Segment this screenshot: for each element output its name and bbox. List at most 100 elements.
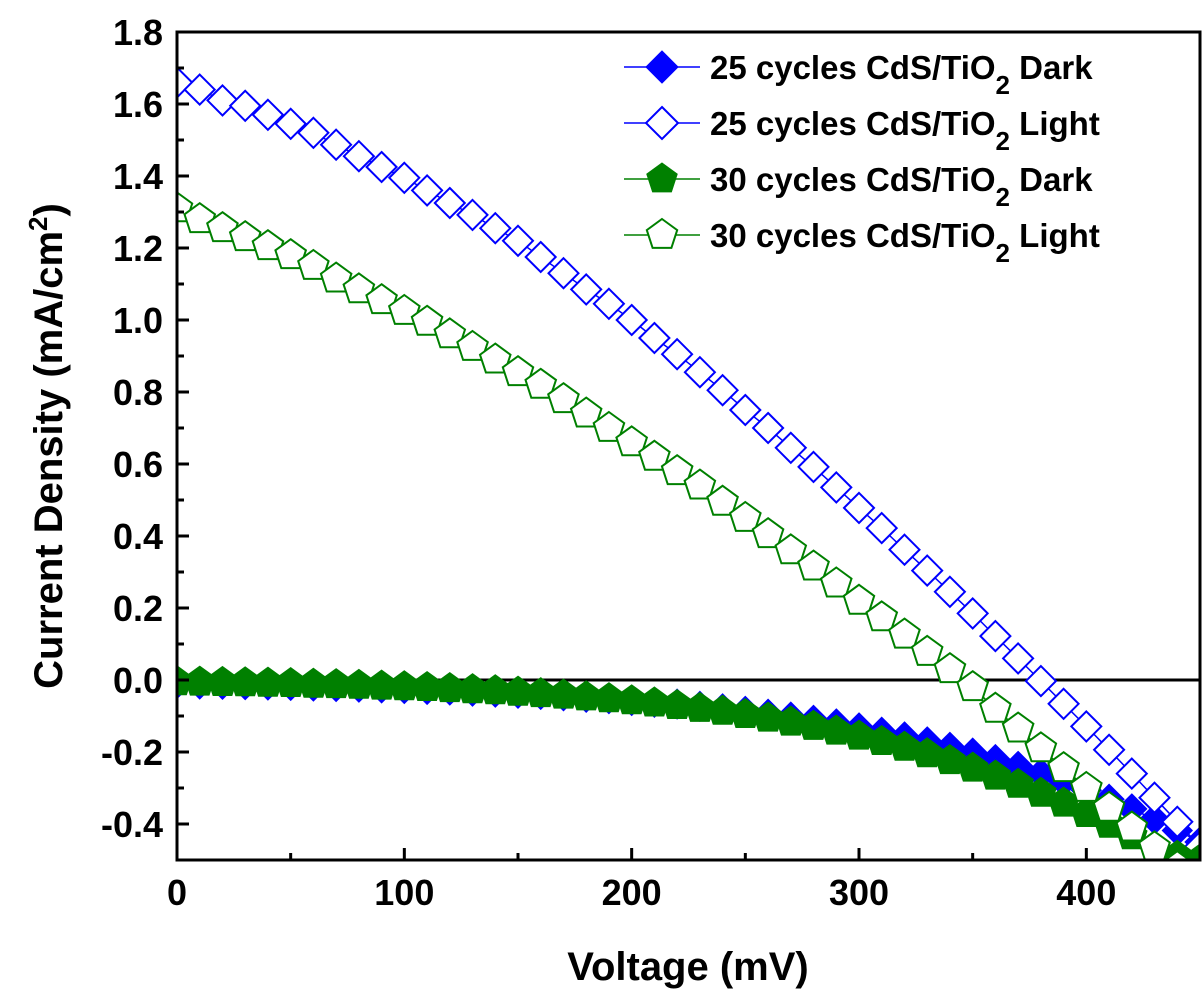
series-4-point (706, 484, 739, 516)
series-2-point (296, 116, 330, 150)
x-tick-label: 400 (1056, 872, 1116, 913)
y-axis-title-main: Current Density (mA/cm (27, 231, 71, 689)
series-2-point (615, 303, 649, 337)
series-4-point (478, 342, 512, 374)
series-4-point (865, 600, 899, 632)
series-4-point (1138, 830, 1171, 860)
series-3-point (661, 688, 693, 719)
series-2-point (888, 533, 921, 567)
series-2-point (1115, 757, 1149, 791)
series-2-line (177, 81, 1200, 848)
series-2-point (365, 150, 399, 184)
series-4-point (1069, 770, 1103, 802)
series-3-point (820, 714, 853, 745)
series-4-point (1024, 731, 1058, 763)
series-4-point (569, 396, 603, 428)
series-4-point (433, 317, 467, 349)
series-4-point (547, 381, 580, 414)
series-4-point (979, 691, 1012, 723)
series-2-point (183, 73, 217, 107)
series-2-point (228, 89, 262, 123)
series-3-point (752, 701, 784, 732)
series-2-point (910, 554, 944, 588)
series-3-point (684, 691, 716, 722)
series-2-point (410, 173, 444, 207)
series-4-point (956, 669, 990, 702)
y-tick-label: 0.0 (113, 660, 163, 701)
legend-label-end: Dark (1010, 161, 1093, 198)
series-4-point (638, 439, 671, 471)
y-tick-label: 1.0 (113, 300, 163, 341)
series-4-point (683, 468, 717, 500)
series-2-point (797, 450, 830, 484)
series-4-point (1001, 711, 1035, 743)
y-tick-label: 1.6 (113, 84, 163, 125)
legend-label: 25 cycles CdS/TiO2 Dark (710, 49, 1093, 100)
series-2-point (1092, 733, 1126, 767)
series-4-point (751, 516, 785, 549)
series-2-point (501, 224, 535, 258)
series-4-point (728, 500, 762, 532)
series-2-point (865, 511, 899, 545)
series-2-point (933, 575, 967, 609)
series-3-point (1184, 843, 1200, 860)
series-4-point (524, 367, 558, 399)
series-2-point (251, 98, 285, 132)
series-3-point (911, 737, 943, 768)
series-2-point (547, 256, 580, 290)
series-2-point (728, 393, 762, 427)
series-4-point (1163, 849, 1192, 860)
series-2-point (319, 128, 353, 162)
series-4-point (842, 583, 876, 615)
legend-label-main: 30 cycles CdS/TiO (710, 217, 996, 254)
series-3-point (979, 759, 1012, 790)
series-4-point (933, 651, 967, 684)
series-4-point (888, 617, 921, 649)
x-tick-label: 300 (829, 872, 889, 913)
series-4-point (592, 410, 626, 442)
legend-marker (645, 217, 679, 249)
axes (175, 30, 1202, 862)
x-axis-title: Voltage (mV) (567, 945, 809, 989)
tick-labels: 0 100 200 300 400 -0.4 -0.2 0.0 0.2 0.4 0.6 0.8 1.0 1… (101, 12, 1116, 913)
y-axis-title-sup: 2 (23, 216, 53, 230)
y-axis-title-end: ) (27, 203, 71, 216)
series-2-point (1138, 781, 1171, 815)
series-4-point (819, 566, 853, 598)
legend-item-3: 30 cycles CdS/TiO2 Dark (624, 161, 1093, 212)
series-2-point (456, 198, 489, 232)
series-3-point (956, 751, 989, 782)
series-2-point (342, 139, 376, 173)
series-4-point (1092, 790, 1126, 822)
y-tick-label: 0.6 (113, 444, 163, 485)
series-3-point (729, 697, 762, 728)
series-2-point (637, 321, 671, 355)
series-3-point (775, 705, 807, 736)
legend-label-main: 25 cycles CdS/TiO (710, 105, 996, 142)
series-4-point (615, 425, 649, 457)
legend-label-sub: 2 (996, 126, 1010, 156)
series-2-point (978, 619, 1012, 653)
legend-marker (646, 162, 678, 193)
legend-label-end: Light (1010, 217, 1100, 254)
series-4-point (910, 634, 944, 666)
x-tick-label: 200 (602, 872, 662, 913)
series-2 (177, 65, 1200, 860)
series-2-point (569, 272, 603, 306)
series-2-point (956, 596, 990, 630)
legend-marker (645, 50, 679, 84)
series-4-point (456, 329, 489, 361)
series-2-point (206, 83, 239, 117)
y-tick-label: 1.2 (113, 228, 163, 269)
y-tick-label: 1.8 (113, 12, 163, 53)
y-tick-label: 0.8 (113, 372, 163, 413)
series-2-point (1001, 641, 1035, 675)
legend-label-sub: 2 (996, 238, 1010, 268)
series-2-point (1024, 664, 1058, 698)
legend-item-4: 30 cycles CdS/TiO2 Light (624, 217, 1100, 268)
series-4-point (1115, 810, 1149, 842)
series-3-point (797, 709, 830, 740)
series-3-point (706, 694, 739, 725)
series-3-point (934, 743, 966, 775)
